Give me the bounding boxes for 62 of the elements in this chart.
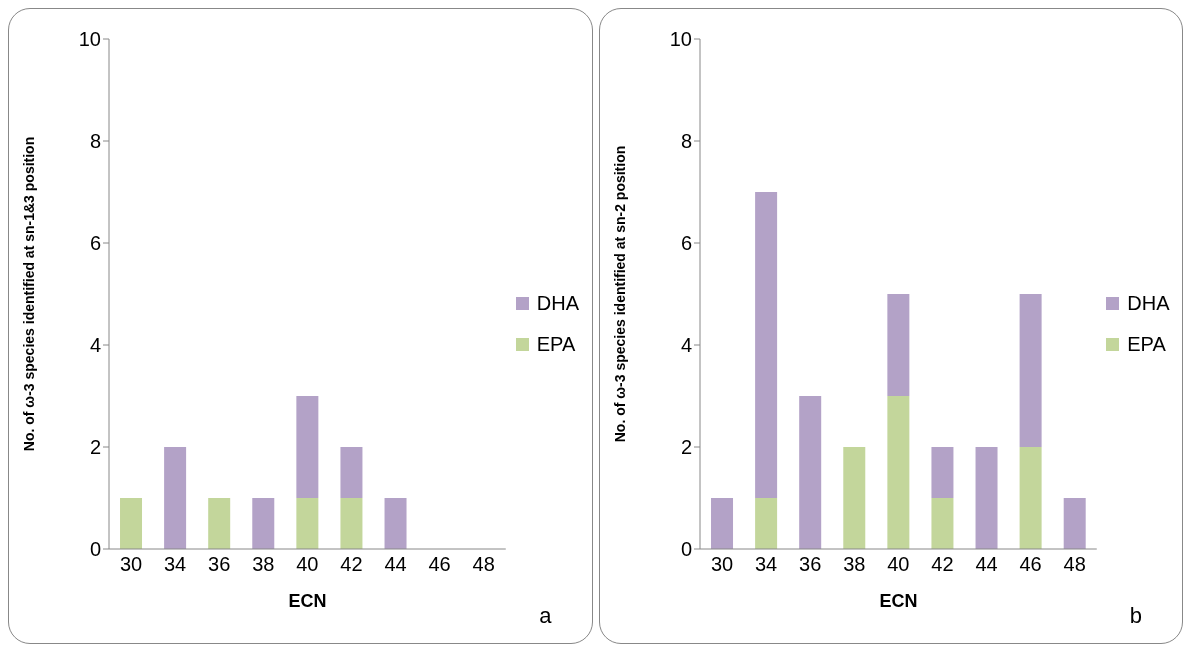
bar: [930, 498, 953, 549]
bar: [886, 294, 909, 396]
y-axis-title: No. of ω-3 species identified at sn-1&3 position: [20, 136, 37, 452]
bar: [886, 396, 909, 549]
x-tick-label: 48: [472, 553, 495, 576]
x-tick-label: 42: [930, 553, 954, 576]
y-tick-label: 2: [89, 436, 101, 459]
x-tick-label: 36: [798, 553, 821, 576]
bar: [1019, 294, 1042, 447]
x-tick-label: 42: [340, 553, 363, 576]
bar: [208, 498, 231, 549]
text: b: [1129, 603, 1142, 629]
bar: [930, 447, 953, 498]
x-tick-label: 36: [208, 553, 231, 576]
y-tick-label: 8: [680, 130, 692, 153]
y-tick-label: 2: [680, 436, 692, 459]
x-tick-label: 30: [710, 553, 733, 576]
bar: [164, 447, 187, 549]
x-tick-label: 34: [754, 553, 777, 576]
legend-label: DHA: [536, 292, 579, 315]
y-axis-title: No. of ω-3 species identified at sn-2 position: [611, 145, 628, 443]
x-tick-label: 46: [1019, 553, 1042, 576]
bar: [754, 192, 777, 498]
x-axis-title: ECN: [288, 591, 327, 611]
bar: [975, 447, 998, 549]
y-tick-label: 10: [669, 28, 692, 51]
y-tick-label: 10: [78, 28, 101, 51]
x-tick-label: 40: [886, 553, 910, 576]
bar: [842, 447, 865, 549]
y-tick-label: 6: [680, 232, 692, 255]
bar: [120, 498, 143, 549]
bar: [340, 447, 363, 498]
x-tick-label: 44: [974, 553, 998, 576]
bar: [384, 498, 407, 549]
x-tick-label: 40: [296, 553, 319, 576]
bar: [1063, 498, 1086, 549]
legend-label: EPA: [1127, 333, 1166, 356]
y-tick-label: 4: [89, 334, 101, 357]
bar: [296, 498, 319, 549]
bar: [296, 396, 319, 498]
bar: [798, 396, 821, 549]
bar: [710, 498, 733, 549]
legend-label: DHA: [1127, 292, 1170, 315]
bar: [340, 498, 363, 549]
y-tick-label: 0: [680, 538, 692, 561]
x-tick-label: 34: [164, 553, 187, 576]
text: a: [539, 603, 552, 629]
x-tick-label: 38: [252, 553, 275, 576]
x-tick-label: 44: [384, 553, 407, 576]
x-tick-label: 46: [428, 553, 451, 576]
y-tick-label: 6: [89, 232, 101, 255]
bar: [1019, 447, 1042, 549]
y-tick-label: 4: [680, 334, 692, 357]
x-axis-title: ECN: [878, 591, 917, 611]
y-tick-label: 0: [89, 538, 101, 561]
bar: [252, 498, 275, 549]
legend-label: EPA: [536, 333, 576, 356]
x-tick-label: 48: [1063, 553, 1086, 576]
x-tick-label: 38: [842, 553, 865, 576]
y-tick-label: 8: [89, 130, 101, 153]
x-tick-label: 30: [119, 553, 143, 576]
bar: [754, 498, 777, 549]
